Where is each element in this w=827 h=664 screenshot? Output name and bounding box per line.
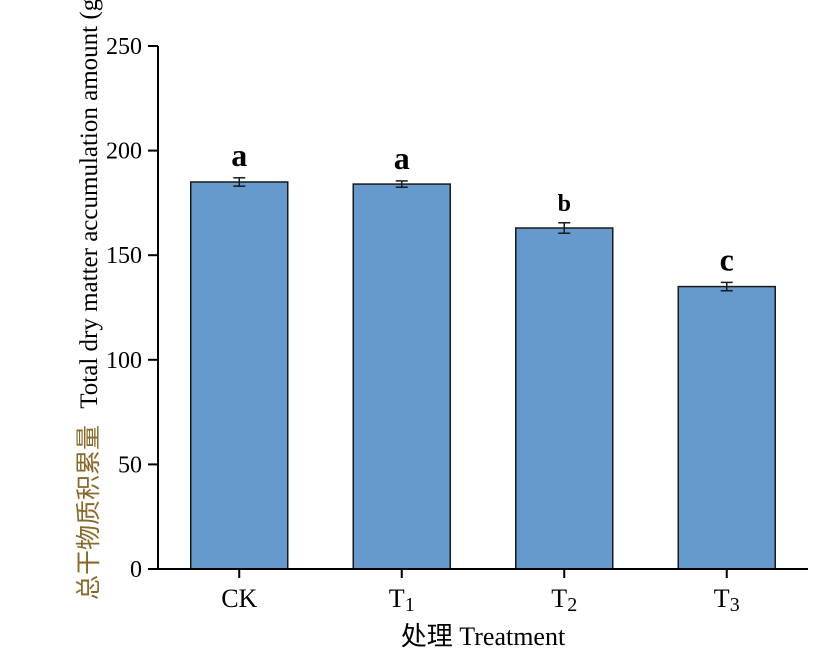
x-tick-label: T1	[389, 584, 415, 616]
y-axis-ticks: 0 50 100 150 200 250	[106, 34, 158, 583]
significance-label-0: a	[231, 137, 247, 173]
y-axis-label-en: Total dry matter accumulation amount (g/…	[76, 0, 103, 409]
x-tick-label-sub: 2	[567, 594, 577, 616]
x-tick-label-base: T	[551, 584, 567, 613]
significance-label-1: a	[394, 140, 410, 176]
bar-2	[515, 227, 614, 570]
bar-1	[352, 183, 451, 570]
x-tick-label-sub: 1	[405, 594, 415, 616]
x-axis-label: 处理 Treatment	[401, 622, 566, 651]
x-tick-label-sub: 3	[730, 594, 740, 616]
x-tick-label: T2	[551, 584, 577, 616]
x-tick-label: T3	[714, 584, 740, 616]
significance-label-2: b	[558, 191, 571, 217]
x-axis-ticks: CK T1 T2 T3	[221, 569, 740, 616]
x-tick-label-base: CK	[221, 584, 257, 613]
significance-label-3: c	[720, 241, 734, 277]
y-tick-label: 250	[106, 34, 142, 60]
bars: a a b c	[190, 137, 776, 570]
bar-0	[190, 181, 289, 570]
y-axis-label: 总干物质积累量 Total dry matter accumulation am…	[75, 0, 103, 600]
x-tick-label-base: T	[389, 584, 405, 613]
y-tick-label: 200	[106, 139, 142, 165]
bar-3	[677, 285, 776, 570]
y-tick-label: 50	[118, 452, 142, 478]
y-tick-label: 0	[130, 557, 142, 583]
x-tick-label-base: T	[714, 584, 730, 613]
svg-text:总干物质积累量 Total dry matter: 总干物质积累量 Total dry matter accumulation am…	[75, 0, 103, 600]
y-axis-label-cn: 总干物质积累量	[75, 425, 103, 600]
y-tick-label: 100	[106, 348, 142, 374]
x-tick-label: CK	[221, 584, 257, 613]
y-tick-label: 150	[106, 243, 142, 269]
